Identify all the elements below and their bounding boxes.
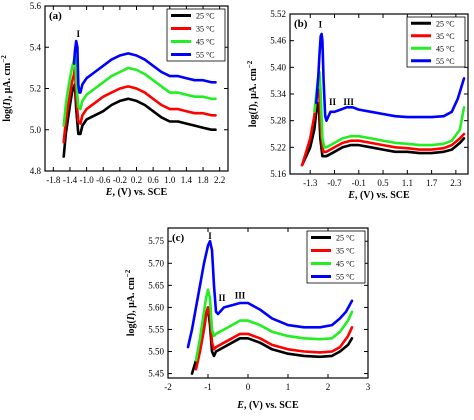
y-tick-label: 5.55 xyxy=(148,324,164,334)
y-tick-label: 5.16 xyxy=(270,169,286,179)
panel-label: (b) xyxy=(294,18,308,30)
chart-panel-2: -2 -1 0 1 2 3 5.45 5.50 5.55 5.60 5.65 5.70 5.75 (c) I… xyxy=(124,227,371,411)
x-tick-label: 1 xyxy=(286,382,291,392)
x-tick-label: -1.0 xyxy=(79,175,94,185)
panel-label: (a) xyxy=(49,10,62,22)
peak-annotation: II xyxy=(218,293,226,303)
series-line-2 xyxy=(194,288,354,362)
x-tick-label: 1.7 xyxy=(426,178,438,188)
y-tick-label: 5.45 xyxy=(148,369,164,379)
y-tick-label: 4.8 xyxy=(30,166,42,176)
y-axis-label: log(I), μA. cm−2 xyxy=(124,269,137,336)
legend-label: 55 °C xyxy=(336,273,355,282)
legend-label: 35 °C xyxy=(436,32,455,41)
y-tick-label: 5.6 xyxy=(30,1,42,11)
y-tick-label: 5.28 xyxy=(270,116,286,126)
chart-panel-0: -1.8 -1.4 -1.0 -0.6 -0.2 0.2 0.6 1.0 1.4 1.8 2.2 4.… xyxy=(0,1,229,198)
peak-annotation: III xyxy=(343,97,354,107)
x-tick-label: 0.5 xyxy=(377,178,389,188)
x-tick-label: 1.4 xyxy=(181,175,193,185)
y-tick-label: 5.65 xyxy=(148,280,164,290)
legend-label: 55 °C xyxy=(196,51,215,60)
y-axis-label: log(I), μA. cm−2 xyxy=(246,60,259,127)
panel-label: (c) xyxy=(172,232,185,244)
peak-annotation: I xyxy=(208,231,212,241)
legend-label: 45 °C xyxy=(196,38,215,47)
y-tick-label: 5.70 xyxy=(148,258,164,268)
y-tick-label: 5.52 xyxy=(270,9,286,19)
series-line-1 xyxy=(62,66,217,144)
x-tick-label: 2.2 xyxy=(214,175,225,185)
series-line-2 xyxy=(313,70,466,149)
y-tick-label: 5.0 xyxy=(30,125,42,135)
legend-label: 45 °C xyxy=(336,260,355,269)
y-tick-label: 5.34 xyxy=(270,89,286,99)
peak-annotation: III xyxy=(235,291,246,301)
legend-label: 25 °C xyxy=(436,19,455,28)
x-tick-label: 0 xyxy=(246,382,251,392)
peak-annotation: I xyxy=(77,29,81,39)
legend-label: 45 °C xyxy=(436,44,455,53)
legend-label: 25 °C xyxy=(196,12,215,21)
y-tick-label: 5.60 xyxy=(148,302,164,312)
x-tick-label: -0.7 xyxy=(327,178,342,188)
y-tick-label: 5.46 xyxy=(270,36,286,46)
peak-annotation: I xyxy=(319,19,323,29)
x-tick-label: 2.3 xyxy=(450,178,462,188)
y-tick-label: 5.4 xyxy=(30,42,42,52)
x-tick-label: -0.1 xyxy=(352,178,366,188)
series-line-3 xyxy=(315,32,466,122)
y-tick-label: 5.75 xyxy=(148,236,164,246)
y-tick-label: 5.50 xyxy=(148,347,164,357)
x-tick-label: 1.0 xyxy=(164,175,176,185)
y-tick-label: 5.40 xyxy=(270,62,286,72)
legend-box xyxy=(306,230,366,284)
series-line-1 xyxy=(194,306,354,371)
x-tick-label: -0.2 xyxy=(113,175,127,185)
x-tick-label: -1 xyxy=(204,382,212,392)
legend-label: 55 °C xyxy=(436,57,455,66)
x-tick-label: 1.1 xyxy=(402,178,413,188)
y-axis-label: log(I), μA. cm−2 xyxy=(0,55,13,122)
legend-box xyxy=(166,8,226,62)
series-line-3 xyxy=(186,239,354,349)
x-tick-label: 3 xyxy=(366,382,371,392)
x-tick-label: -2 xyxy=(164,382,172,392)
legend-label: 35 °C xyxy=(336,247,355,256)
x-tick-label: 0.2 xyxy=(131,175,142,185)
x-tick-label: -0.6 xyxy=(96,175,111,185)
x-tick-label: -1.8 xyxy=(46,175,61,185)
x-axis-label: E, (V) vs. SCE xyxy=(236,400,299,411)
series-line-3 xyxy=(72,39,217,94)
chart-panel-1: -1.3 -0.7 -0.1 0.5 1.1 1.7 2.3 5.16 5.22 5.28 5.34… xyxy=(246,9,469,201)
x-axis-label: E, (V) vs. SCE xyxy=(105,187,168,198)
x-tick-label: -1.4 xyxy=(63,175,78,185)
y-tick-label: 5.2 xyxy=(30,84,41,94)
series-line-0 xyxy=(62,83,217,158)
legend-label: 35 °C xyxy=(196,25,215,34)
legend-box xyxy=(406,16,466,68)
y-tick-label: 5.22 xyxy=(270,142,286,152)
peak-annotation: II xyxy=(329,97,337,107)
x-tick-label: -1.3 xyxy=(303,178,318,188)
legend-label: 25 °C xyxy=(336,234,355,243)
x-axis-label: E, (V) vs. SCE xyxy=(347,190,410,201)
x-tick-label: 1.8 xyxy=(197,175,209,185)
x-tick-label: 0.6 xyxy=(148,175,160,185)
series-line-0 xyxy=(300,101,466,167)
x-tick-label: 2 xyxy=(326,382,331,392)
